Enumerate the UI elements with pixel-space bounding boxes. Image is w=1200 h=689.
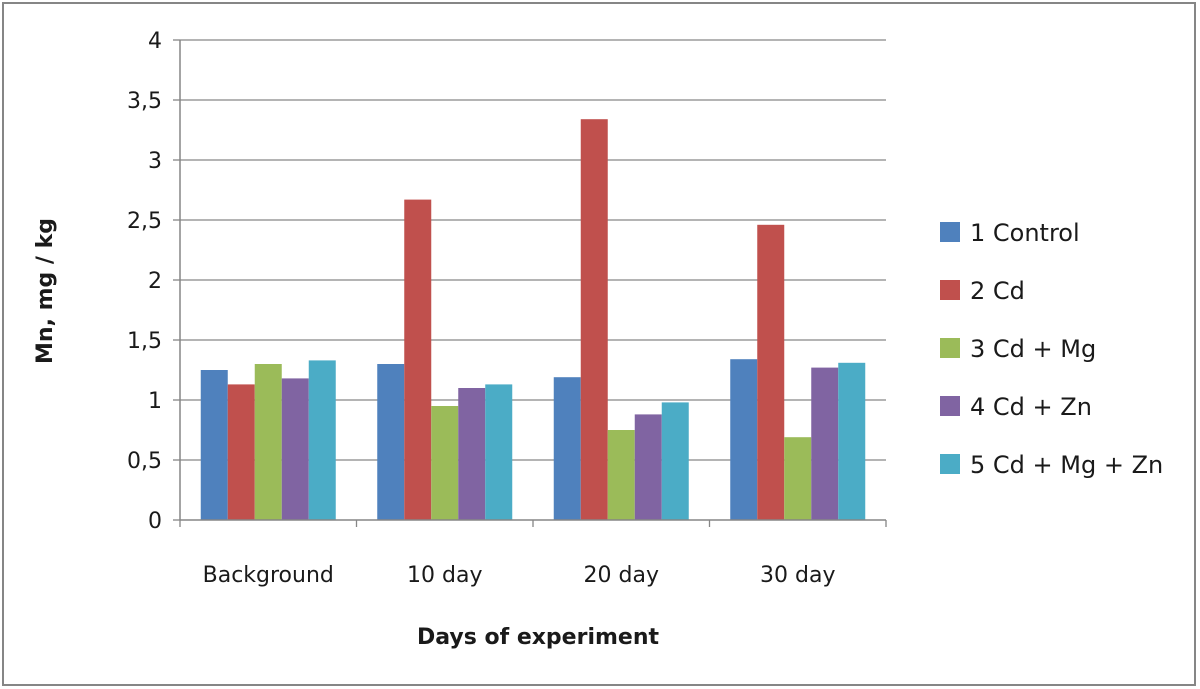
legend-swatch <box>940 280 960 300</box>
bar-1-control-20-day <box>553 377 581 520</box>
x-axis-title: Days of experiment <box>417 625 660 650</box>
bar-2-cd-30-day <box>757 224 785 521</box>
y-tick-label: 2 <box>148 269 162 294</box>
bar-1-control-10-day <box>377 364 405 520</box>
legend-swatch <box>940 396 960 416</box>
bar-1-control-background <box>200 370 228 520</box>
bar-4-cd-zn-background <box>281 378 309 520</box>
bar-chart: 0 0,5 1 1,5 2 2,5 3 3,5 4 Background 10 day 20 day… <box>33 29 1163 650</box>
x-tick-label: 10 day <box>407 563 482 588</box>
x-tick-label: 30 day <box>760 563 835 588</box>
bar-5-cd-mg-zn-background <box>308 360 336 520</box>
x-tick-label: 20 day <box>584 563 659 588</box>
bar-2-cd-background <box>227 384 255 520</box>
bar-3-cd-mg-20-day <box>607 430 635 520</box>
bar-3-cd-mg-10-day <box>431 406 459 520</box>
legend-label: 1 Control <box>970 219 1080 247</box>
bar-5-cd-mg-zn-20-day <box>661 402 689 520</box>
legend-label: 4 Cd + Zn <box>970 393 1092 421</box>
bar-5-cd-mg-zn-10-day <box>485 384 513 520</box>
y-tick-label: 1,5 <box>127 329 162 354</box>
y-tick-label: 3,5 <box>127 89 162 114</box>
bar-1-control-30-day <box>730 359 758 520</box>
x-tick-label: Background <box>203 563 334 588</box>
y-axis-title: Mn, mg / kg <box>33 218 58 364</box>
y-tick-label: 3 <box>148 149 162 174</box>
bars <box>200 119 866 521</box>
legend-label: 2 Cd <box>970 277 1025 305</box>
bar-5-cd-mg-zn-30-day <box>838 362 866 520</box>
bar-3-cd-mg-30-day <box>784 437 812 520</box>
bar-2-cd-10-day <box>404 199 432 520</box>
bar-3-cd-mg-background <box>254 364 282 520</box>
legend-label: 3 Cd + Mg <box>970 335 1096 363</box>
bar-2-cd-20-day <box>580 119 608 520</box>
x-tick-labels: Background 10 day 20 day 30 day <box>203 563 836 588</box>
y-tick-label: 1 <box>148 389 162 414</box>
legend-swatch <box>940 222 960 242</box>
legend: 1 Control 2 Cd 3 Cd + Mg 4 Cd + Zn 5 Cd + Mg… <box>940 219 1163 479</box>
bar-4-cd-zn-10-day <box>458 388 486 520</box>
y-tick-label: 0,5 <box>127 449 162 474</box>
y-tick-labels: 0 0,5 1 1,5 2 2,5 3 3,5 4 <box>127 29 162 534</box>
y-tick-label: 2,5 <box>127 209 162 234</box>
legend-swatch <box>940 454 960 474</box>
bar-4-cd-zn-30-day <box>811 367 839 520</box>
legend-label: 5 Cd + Mg + Zn <box>970 451 1163 479</box>
y-tick-label: 0 <box>148 509 162 534</box>
legend-swatch <box>940 338 960 358</box>
bar-4-cd-zn-20-day <box>634 414 662 520</box>
axes <box>179 40 887 527</box>
y-tick-label: 4 <box>148 29 162 54</box>
